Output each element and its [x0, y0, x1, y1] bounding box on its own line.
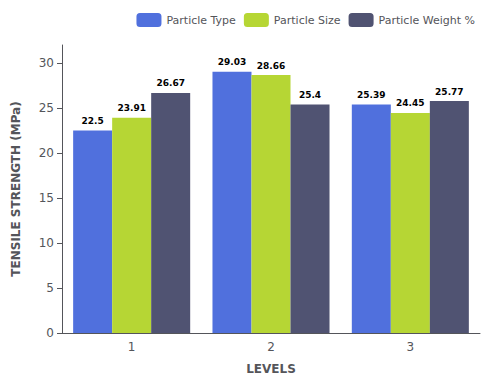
- svg-text:20: 20: [39, 146, 54, 160]
- svg-text:28.66: 28.66: [257, 61, 285, 71]
- svg-text:3: 3: [407, 340, 415, 354]
- svg-text:TENSILE STRENGTH (MPa): TENSILE STRENGTH (MPa): [9, 101, 23, 276]
- svg-text:15: 15: [39, 191, 54, 205]
- svg-text:1: 1: [128, 340, 136, 354]
- svg-text:Particle Size: Particle Size: [274, 14, 341, 27]
- svg-text:25.4: 25.4: [299, 90, 321, 100]
- svg-text:0: 0: [46, 326, 54, 340]
- svg-text:LEVELS: LEVELS: [246, 362, 296, 376]
- svg-text:2: 2: [267, 340, 275, 354]
- svg-text:25.77: 25.77: [435, 87, 463, 97]
- svg-text:23.91: 23.91: [117, 103, 145, 113]
- svg-text:22.5: 22.5: [82, 116, 104, 126]
- svg-text:5: 5: [46, 281, 54, 295]
- svg-text:Particle Type: Particle Type: [166, 14, 236, 27]
- svg-text:25: 25: [39, 101, 54, 115]
- svg-text:29.03: 29.03: [218, 57, 246, 67]
- svg-text:10: 10: [39, 236, 54, 250]
- svg-text:Particle Weight %: Particle Weight %: [379, 14, 475, 27]
- svg-text:26.67: 26.67: [156, 78, 184, 88]
- svg-text:24.45: 24.45: [396, 98, 424, 108]
- svg-text:30: 30: [39, 56, 54, 70]
- svg-text:25.39: 25.39: [357, 90, 385, 100]
